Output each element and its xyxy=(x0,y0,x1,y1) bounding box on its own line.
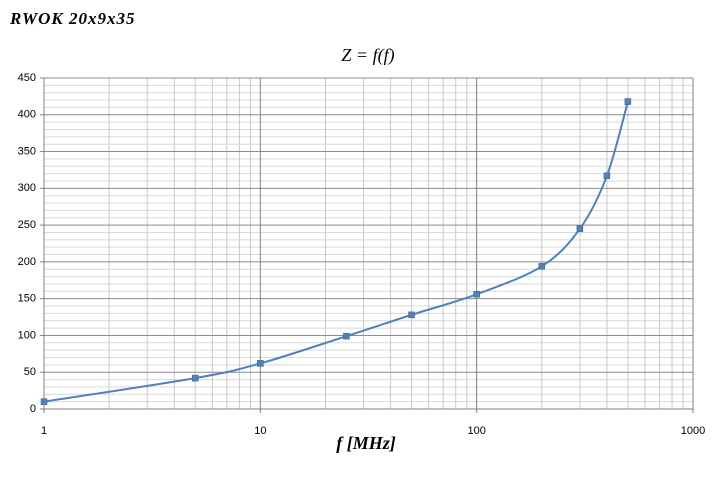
data-point xyxy=(473,291,480,298)
data-line xyxy=(43,101,629,403)
x-tick-label: 1000 xyxy=(681,425,705,437)
data-point xyxy=(603,172,611,180)
x-tick-label: 10 xyxy=(254,425,266,437)
y-tick-label: 250 xyxy=(18,219,36,231)
data-point xyxy=(191,374,199,382)
data-point xyxy=(40,398,48,405)
data-point xyxy=(257,360,264,367)
x-axis-label: f [MHz] xyxy=(336,433,396,453)
x-tick-label: 1 xyxy=(41,425,47,437)
y-tick-label: 150 xyxy=(18,293,36,305)
chart-label: RWOK 20x9x35 xyxy=(9,9,136,28)
y-tick-label: 200 xyxy=(18,256,36,268)
x-tick-label: 100 xyxy=(467,425,485,437)
y-tick-label: 350 xyxy=(18,145,36,157)
y-tick-label: 300 xyxy=(18,182,36,194)
y-tick-label: 50 xyxy=(24,366,36,378)
y-tick-label: 0 xyxy=(30,403,36,415)
data-point xyxy=(576,225,584,233)
y-tick-label: 450 xyxy=(18,72,36,84)
data-point xyxy=(343,332,350,340)
chart-title: Z = f(f) xyxy=(341,45,394,66)
y-tick-label: 400 xyxy=(18,109,36,121)
data-point xyxy=(408,311,415,319)
data-point xyxy=(624,98,632,105)
y-tick-label: 100 xyxy=(18,329,36,341)
data-point xyxy=(538,263,546,270)
